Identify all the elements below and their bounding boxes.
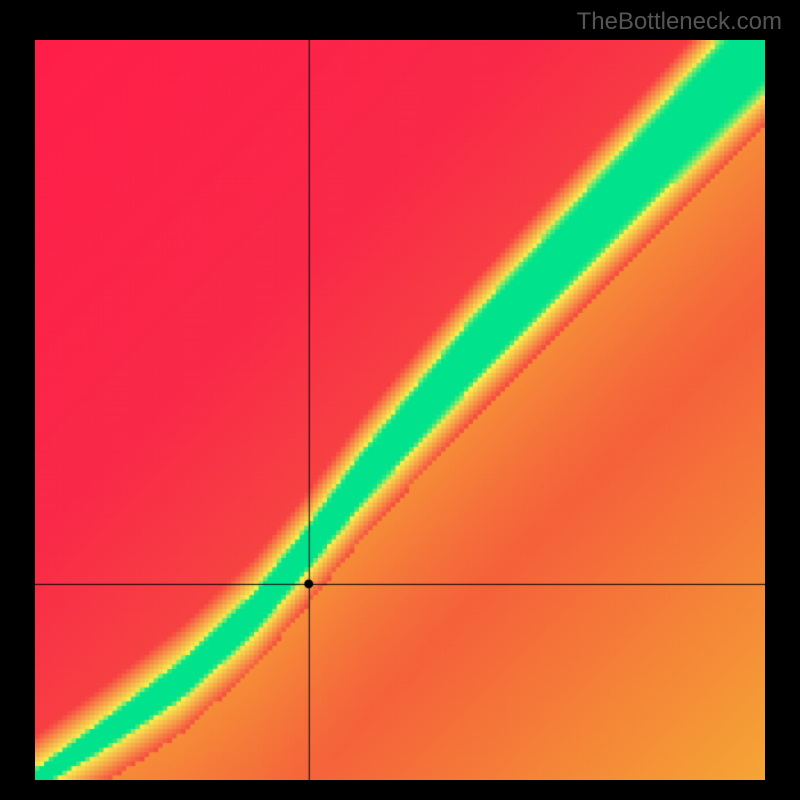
bottleneck-heatmap (35, 40, 765, 780)
chart-container: TheBottleneck.com (0, 0, 800, 800)
source-watermark: TheBottleneck.com (577, 8, 782, 36)
